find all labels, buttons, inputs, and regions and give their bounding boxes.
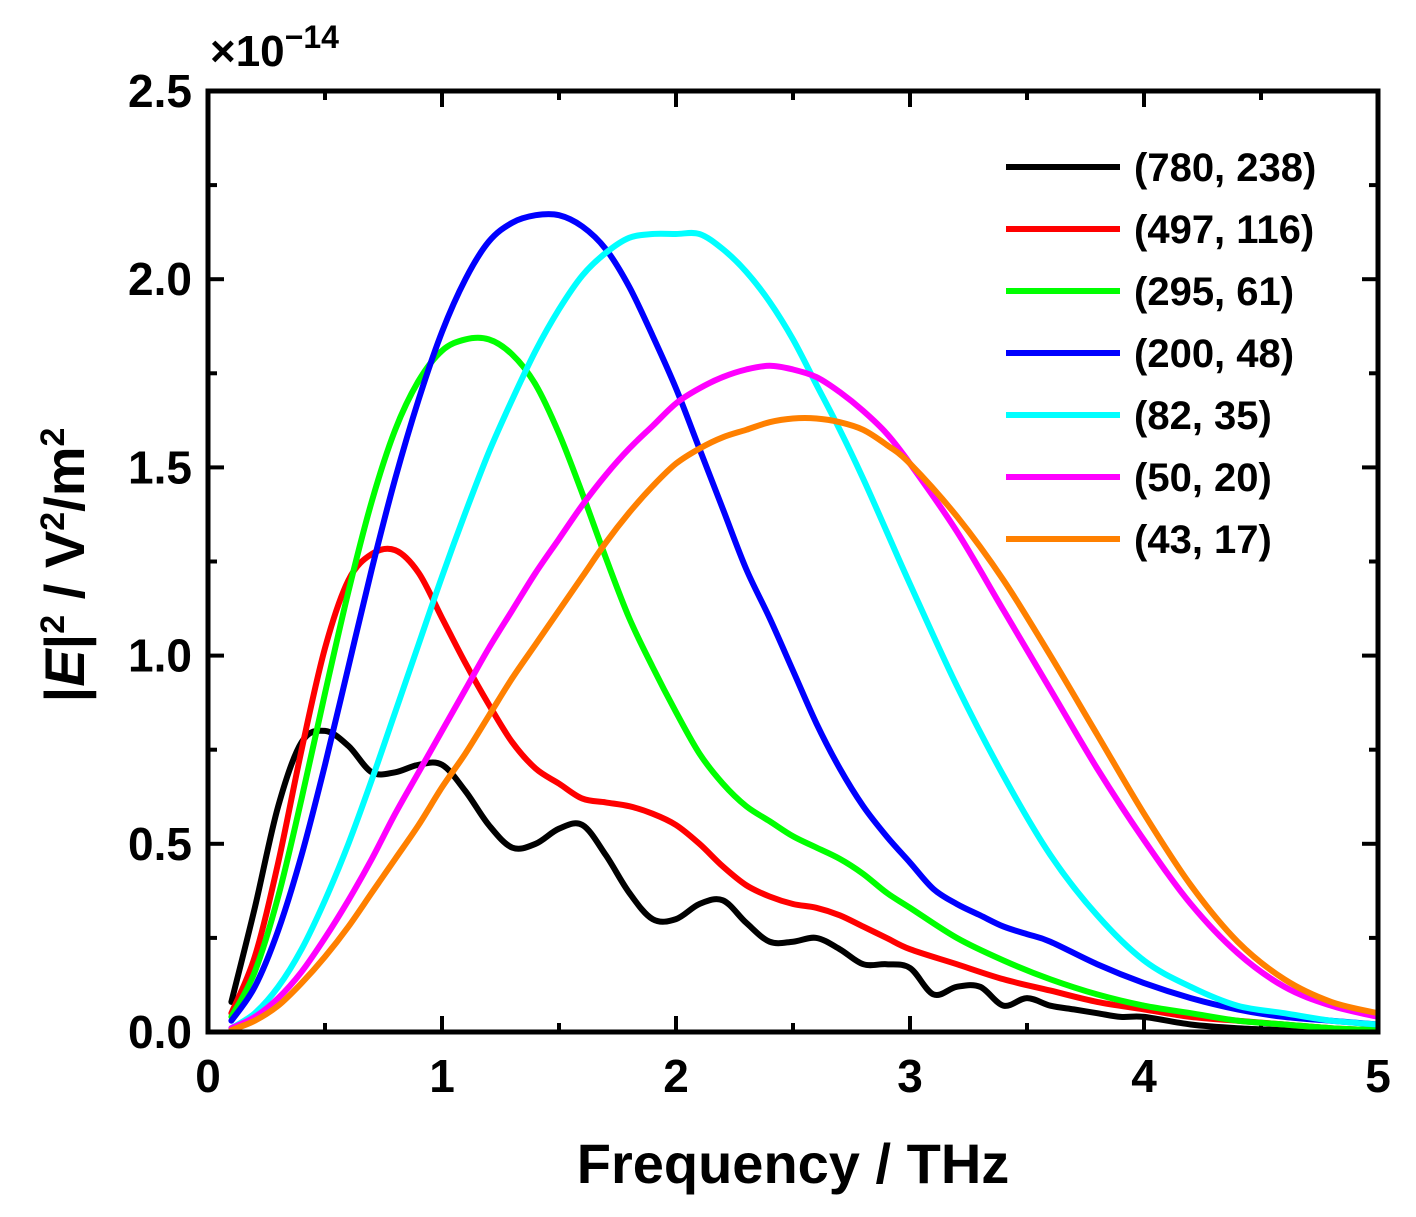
- series-line-5: [228, 229, 1378, 1032]
- series-line-1: [228, 727, 1378, 1032]
- legend-label-3: (295, 61): [1134, 270, 1294, 314]
- y-tick-label: 2.0: [128, 253, 192, 305]
- y-tick-label: 0.5: [128, 818, 192, 870]
- y-tick-label: 0.0: [128, 1006, 192, 1058]
- x-tick-label: 1: [429, 1050, 455, 1102]
- y-tick-label: 1.5: [128, 441, 192, 493]
- legend-label-6: (50, 20): [1134, 456, 1272, 500]
- x-tick-label: 2: [663, 1050, 689, 1102]
- y-tick-label: 2.5: [128, 65, 192, 117]
- x-tick-label: 5: [1365, 1050, 1391, 1102]
- x-axis-title: Frequency / THz: [577, 1132, 1010, 1195]
- series-line-3: [228, 334, 1378, 1032]
- y-multiplier: ×10−14: [210, 19, 339, 76]
- tick-labels: 0 1 2 3 4 5 0.0 0.5 1.0 1.5 2.0 2.5: [128, 65, 1391, 1102]
- legend-label-7: (43, 17): [1134, 518, 1272, 562]
- legend-label-1: (780, 238): [1134, 146, 1316, 190]
- series-line-7: [228, 414, 1378, 1032]
- legend-label-2: (497, 116): [1134, 208, 1314, 252]
- x-tick-label: 4: [1131, 1050, 1157, 1102]
- series-layer: [228, 211, 1378, 1032]
- series-line-6: [228, 362, 1378, 1032]
- y-axis-title: |E|2 / V2/m2: [33, 428, 97, 703]
- legend-label-5: (82, 35): [1134, 394, 1272, 438]
- x-tick-label: 3: [897, 1050, 923, 1102]
- series-line-4: [228, 211, 1378, 1028]
- legend-label-4: (200, 48): [1134, 332, 1294, 376]
- plot-frame: [205, 88, 1381, 1035]
- legend: (780, 238) (497, 116) (295, 61) (200, 48) (8…: [1006, 146, 1316, 562]
- x-tick-label: 0: [195, 1050, 221, 1102]
- y-tick-label: 1.0: [128, 630, 192, 682]
- series-line-2: [228, 545, 1378, 1032]
